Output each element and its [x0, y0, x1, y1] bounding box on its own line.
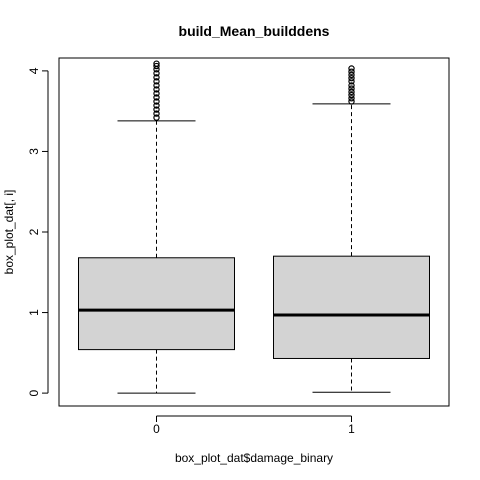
outlier-point [348, 95, 355, 102]
outlier-point [153, 114, 160, 121]
outlier-point [348, 88, 355, 96]
chart-title: build_Mean_builddens [179, 23, 330, 39]
outlier-point [348, 74, 355, 82]
x-axis-title: box_plot_dat$damage_binary [175, 451, 333, 465]
outlier-point [153, 102, 160, 109]
outlier-point [348, 65, 355, 72]
box-series [78, 60, 430, 394]
y-tick-label: 2 [27, 228, 41, 235]
y-axis: 0 1 2 3 4 [27, 67, 49, 396]
y-tick-label: 4 [27, 67, 41, 74]
box-1 [273, 65, 430, 393]
y-tick-label: 3 [27, 148, 41, 155]
outlier-point [153, 74, 160, 81]
box-0 [78, 60, 235, 394]
outlier-point [348, 82, 355, 89]
outlier-point [153, 90, 160, 97]
outlier-point [348, 98, 355, 105]
outlier-point [153, 62, 160, 70]
y-axis-title: box_plot_dat[, i] [2, 190, 16, 275]
plot-frame [58, 57, 450, 407]
outlier-point [153, 86, 160, 93]
outlier-point [153, 82, 160, 89]
outlier-point [153, 60, 160, 67]
outlier-point [348, 85, 355, 92]
outlier-point [153, 78, 160, 85]
outlier-point [348, 71, 355, 79]
interquartile-box [78, 257, 235, 351]
y-tick-label: 1 [27, 309, 41, 316]
outlier-point [153, 94, 160, 101]
outlier-point [153, 98, 160, 105]
outlier-point [153, 70, 160, 77]
x-tick-label: 1 [348, 422, 355, 436]
outlier-point [348, 91, 355, 99]
outlier-point [348, 78, 355, 85]
outlier-point [153, 110, 160, 117]
y-tick-label: 0 [27, 389, 41, 396]
interquartile-box [273, 255, 430, 359]
outlier-point [348, 68, 355, 75]
x-tick-label: 0 [153, 422, 160, 436]
outlier-point [153, 106, 160, 113]
